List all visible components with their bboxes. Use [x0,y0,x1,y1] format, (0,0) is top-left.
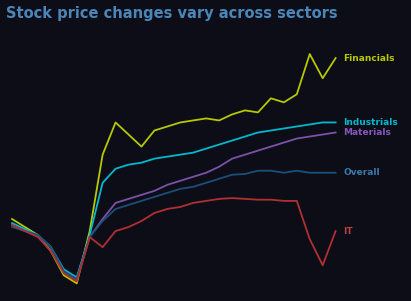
Text: Financials: Financials [344,54,395,63]
Text: IT: IT [344,227,353,236]
Text: Industrials: Industrials [344,118,398,127]
Text: Overall: Overall [344,168,380,177]
Text: Materials: Materials [344,128,391,137]
Text: Stock price changes vary across sectors: Stock price changes vary across sectors [6,5,337,20]
